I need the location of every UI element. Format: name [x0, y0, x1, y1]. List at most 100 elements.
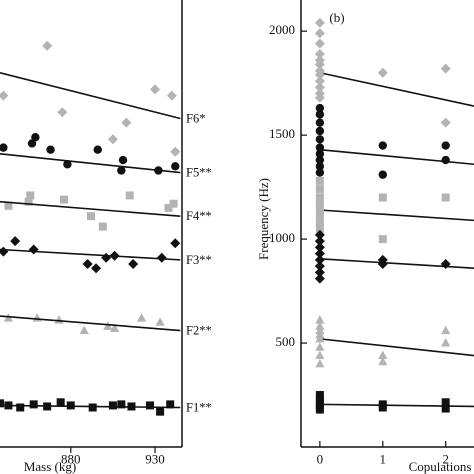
panel-b-point-2-4 — [315, 205, 324, 214]
panel-b-point-3-3 — [314, 248, 325, 259]
panel-a-point-1-0 — [0, 143, 8, 152]
panel-a-point-0-4 — [121, 117, 132, 128]
panel-b-point-1-3 — [315, 126, 325, 136]
panel-b-point-1-5 — [315, 143, 325, 152]
panel-b-fit-line-0 — [319, 71, 474, 107]
panel-a-point-5-11 — [145, 401, 154, 410]
panel-a-point-1-4 — [63, 160, 72, 169]
panel-b-point-2-5 — [315, 212, 324, 221]
panel-b-point-3-4 — [314, 254, 325, 265]
panel-b-label: (b) — [329, 10, 344, 25]
panel-a-point-1-3 — [46, 145, 55, 154]
panel-a-point-5-2 — [16, 403, 25, 412]
panel-b-point-0-9 — [314, 82, 325, 93]
panel-a-point-1-5 — [93, 145, 102, 154]
panel-a: F6* F5** F4** F3** F2** F1** 880 930 Mass (kg) — [0, 0, 212, 474]
panel-b-point-4-4 — [315, 333, 325, 343]
panel-b-x-tick-label-1: 1 — [380, 452, 387, 467]
panel-b-y-ticks: 500 1000 1500 2000 — [269, 22, 307, 349]
panel-b-y-tick-label-3: 2000 — [269, 22, 295, 37]
panel-a-fit-label-2: F4** — [186, 209, 212, 223]
panel-b-point-0-13 — [440, 63, 451, 74]
panel-b-point-0-5 — [314, 59, 325, 70]
panel-b-point-1-1 — [315, 110, 325, 119]
panel-a-point-5-0 — [0, 399, 4, 408]
panel-b-point-4-9 — [378, 356, 388, 366]
panel-b-point-4-8 — [378, 350, 388, 360]
panel-a-point-2-3 — [60, 195, 69, 204]
panel-a-point-3-3 — [82, 259, 93, 270]
panel-a-point-5-9 — [117, 400, 126, 409]
panel-a-point-4-3 — [79, 325, 89, 335]
panel-a-point-2-2 — [26, 191, 35, 200]
panel-a-point-1-1 — [27, 139, 37, 148]
panel-b-point-5-0 — [315, 391, 324, 400]
panel-b-point-2-0 — [315, 176, 324, 185]
panel-b-point-1-7 — [315, 155, 325, 165]
panel-b-point-2-10 — [441, 193, 450, 202]
panel-b-point-2-6 — [315, 218, 324, 227]
panel-b-point-1-11 — [378, 170, 387, 179]
panel-b-point-0-11 — [314, 92, 325, 103]
panel-a-point-3-8 — [156, 252, 167, 263]
panel-a-point-0-1 — [42, 40, 53, 51]
panel-a-point-3-1 — [10, 236, 21, 247]
panel-a-fit-label-5: F1** — [186, 400, 212, 414]
panel-b-point-1-2 — [315, 118, 325, 127]
panel-a-point-4-4 — [103, 321, 113, 330]
panel-b-point-4-11 — [441, 338, 451, 347]
panel-b: 500 1000 1500 2000 0 1 2 Frequency (Hz) Copul… — [256, 0, 474, 474]
panel-a-fit-line-1 — [0, 153, 181, 174]
panel-a-fit-line-0 — [0, 71, 181, 120]
panel-b-fit-line-4 — [319, 338, 474, 357]
panel-b-x-axis-label: Copulations — [409, 459, 472, 474]
panel-a-fit-label-0: F6* — [186, 112, 205, 126]
panel-a-point-1-6 — [117, 166, 126, 175]
panel-b-point-0-2 — [314, 38, 325, 49]
panel-a-point-1-7 — [118, 155, 128, 165]
panel-b-point-1-4 — [315, 135, 325, 144]
panel-a-fit-line-5 — [0, 404, 181, 409]
panel-a-point-2-1 — [24, 197, 33, 206]
panel-b-point-5-1 — [315, 395, 324, 404]
panel-a-point-4-6 — [136, 313, 147, 322]
panel-a-point-2-8 — [169, 199, 178, 208]
panel-b-point-0-12 — [377, 67, 388, 78]
panel-a-fit-lines — [0, 71, 181, 409]
panel-b-point-1-13 — [441, 155, 450, 165]
panel-b-point-2-3 — [315, 199, 324, 208]
panel-b-y-tick-label-1: 1000 — [269, 230, 295, 245]
panel-a-point-0-2 — [57, 107, 68, 118]
panel-a-point-5-13 — [166, 400, 175, 409]
panel-a-point-0-7 — [170, 146, 181, 157]
panel-b-fit-line-3 — [319, 258, 474, 269]
panel-a-point-3-4 — [91, 263, 102, 274]
panel-b-point-3-1 — [314, 236, 325, 247]
panel-a-point-5-12 — [156, 407, 165, 416]
panel-a-fit-label-4: F2** — [186, 324, 212, 338]
panel-b-point-5-6 — [378, 403, 387, 412]
panel-b-point-3-9 — [377, 254, 388, 265]
panel-a-point-5-8 — [108, 401, 117, 410]
panel-a-point-5-3 — [29, 400, 38, 409]
panel-b-point-2-9 — [378, 235, 387, 244]
panel-a-point-1-9 — [171, 162, 180, 171]
panel-b-x-tick-label-2: 2 — [442, 452, 449, 467]
panel-b-y-tick-label-2: 1500 — [269, 126, 295, 141]
panel-a-fit-labels: F6* F5** F4** F3** F2** F1** — [186, 112, 212, 415]
panel-a-point-2-0 — [4, 201, 13, 210]
panel-b-point-1-0 — [315, 103, 325, 113]
panel-b-y-axis-label: Frequency (Hz) — [256, 178, 271, 260]
panel-b-point-0-8 — [314, 76, 325, 87]
panel-a-x-tick-label-1: 930 — [145, 452, 165, 467]
panel-b-point-4-10 — [441, 325, 451, 335]
panel-a-point-0-6 — [166, 90, 177, 101]
panel-b-point-3-5 — [314, 261, 325, 272]
panel-a-point-4-5 — [109, 323, 120, 332]
panel-b-point-4-5 — [315, 342, 325, 351]
panel-a-fit-label-3: F3** — [186, 253, 212, 267]
panel-a-point-5-7 — [88, 403, 97, 412]
panel-b-point-4-7 — [315, 358, 325, 368]
